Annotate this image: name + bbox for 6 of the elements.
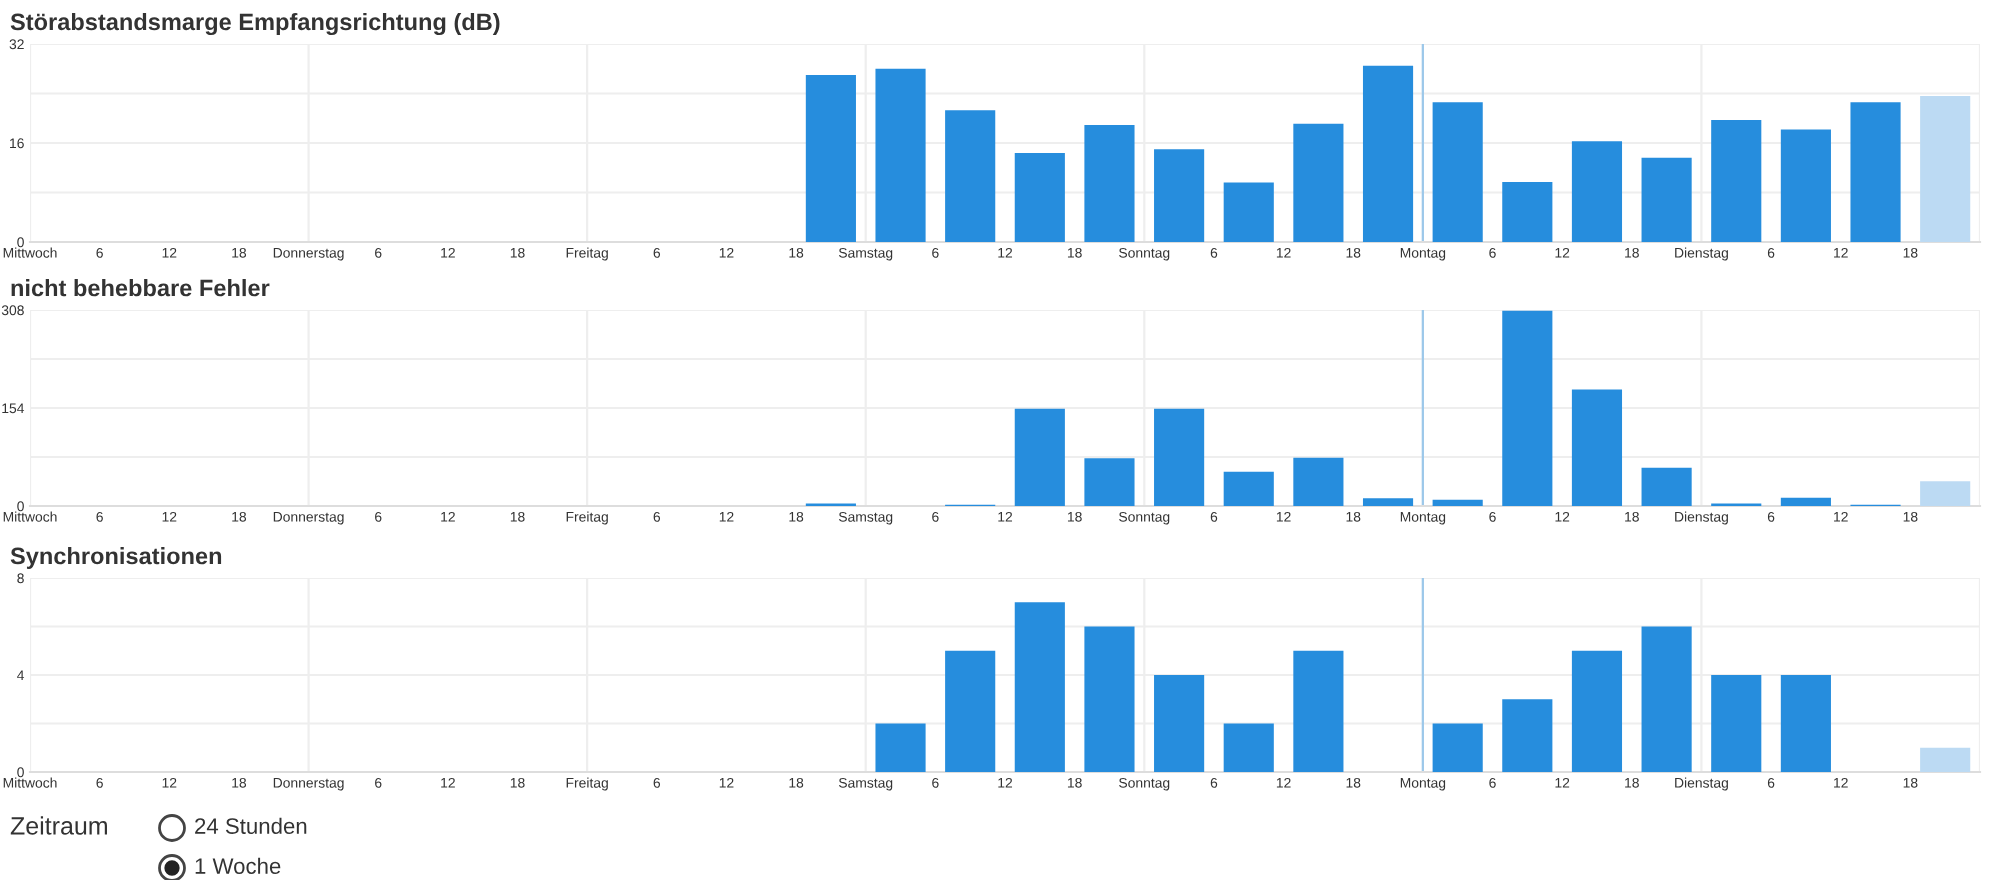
text: Zeitraum [10, 816, 107, 835]
chart-title: Störabstandsmarge Empfangsrichtung (dB) [10, 12, 500, 36]
chart-title: nicht behebbare Fehler [11, 279, 270, 297]
text: 1 Woche [195, 857, 281, 874]
text: 24 Stunden [195, 817, 307, 834]
chart-title: Synchronisationen [10, 546, 222, 570]
